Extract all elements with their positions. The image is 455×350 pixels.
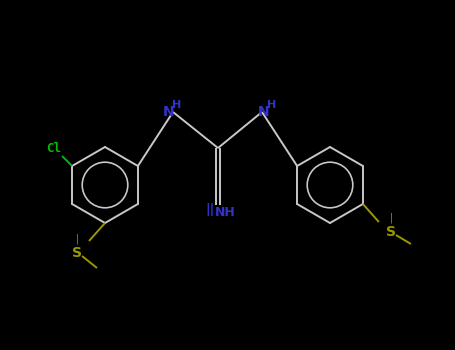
Text: N: N — [163, 105, 175, 119]
Text: |: | — [389, 213, 393, 223]
Text: S: S — [386, 225, 396, 239]
Text: NH: NH — [215, 206, 235, 219]
Text: S: S — [72, 246, 82, 260]
Text: |: | — [76, 234, 79, 244]
Text: H: H — [172, 100, 182, 110]
Text: N: N — [258, 105, 270, 119]
Text: H: H — [268, 100, 277, 110]
Text: ||: || — [205, 203, 215, 216]
Text: Cl: Cl — [46, 141, 61, 154]
